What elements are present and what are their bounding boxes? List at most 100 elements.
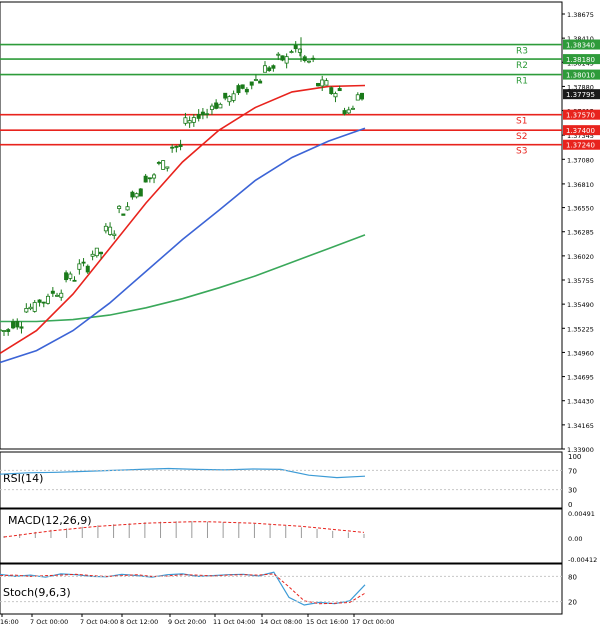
price-tick-label: 1.36285 bbox=[567, 229, 594, 237]
candle-body bbox=[320, 79, 325, 87]
macd-histogram bbox=[3, 521, 365, 539]
time-axis: 16:00 7 Oct 00:00 7 Oct 04:00 8 Oct 12:00 9 … bbox=[0, 614, 394, 626]
stoch-label: Stoch(9,6,3) bbox=[3, 586, 71, 599]
candle-body bbox=[350, 107, 355, 110]
time-tick-label: 7 Oct 04:00 bbox=[80, 618, 118, 626]
level-value-label: 1.38180 bbox=[566, 56, 595, 64]
candle-body bbox=[262, 65, 267, 73]
stoch-main-line bbox=[0, 571, 366, 606]
candle-body bbox=[24, 308, 29, 313]
price-tick-label: 1.37080 bbox=[567, 156, 594, 164]
candle-body bbox=[19, 326, 24, 329]
candle-body bbox=[81, 261, 86, 264]
level-name-s2: S2 bbox=[516, 132, 527, 142]
candle-body bbox=[289, 51, 294, 53]
candle-body bbox=[77, 263, 82, 270]
candle-body bbox=[15, 321, 20, 328]
candle-body bbox=[227, 96, 232, 103]
rsi-axis: 100 70 30 0 bbox=[0, 453, 581, 509]
level-value-label: 1.38340 bbox=[566, 42, 595, 50]
candle-body bbox=[103, 225, 108, 232]
candle-body bbox=[276, 53, 281, 56]
candle-body bbox=[293, 44, 298, 50]
moving-averages bbox=[0, 84, 366, 364]
candle-body bbox=[205, 113, 210, 116]
macd-tick-label: 0.00491 bbox=[568, 510, 595, 518]
price-tick-label: 1.36550 bbox=[567, 205, 594, 213]
candle-body bbox=[50, 290, 55, 294]
price-tick-label: 1.38410 bbox=[567, 35, 594, 43]
macd-tick-label: 0.00 bbox=[568, 535, 582, 543]
rsi-pane bbox=[0, 451, 563, 509]
level-value-box bbox=[563, 109, 600, 120]
candle-body bbox=[253, 79, 258, 81]
level-value-box bbox=[563, 54, 600, 65]
candle-body bbox=[355, 94, 360, 101]
price-tick-label: 1.38675 bbox=[567, 11, 594, 19]
candle-body bbox=[125, 206, 130, 211]
price-tick-label: 1.37880 bbox=[567, 83, 594, 91]
rsi-tick-label: 0 bbox=[568, 501, 572, 509]
candle-body bbox=[244, 88, 249, 93]
candle-body bbox=[156, 161, 161, 164]
level-value-label: 1.37570 bbox=[566, 112, 595, 120]
current-price-marker: 1.37795 bbox=[563, 89, 600, 100]
price-tick-label: 1.36020 bbox=[567, 253, 594, 261]
candle-body bbox=[258, 80, 263, 84]
candle-body bbox=[214, 102, 219, 109]
price-tick-label: 1.36810 bbox=[567, 181, 594, 189]
candle-body bbox=[346, 109, 351, 114]
candle-body bbox=[249, 81, 254, 86]
candle-body bbox=[178, 144, 183, 147]
rsi-tick-label: 100 bbox=[568, 453, 581, 461]
candle-body bbox=[200, 111, 205, 116]
stoch-pane bbox=[0, 563, 563, 615]
price-tick-label: 1.35490 bbox=[567, 301, 594, 309]
main-plot-frame bbox=[0, 1, 563, 450]
level-name-s1: S1 bbox=[516, 117, 527, 127]
candle-body bbox=[0, 329, 2, 332]
candles bbox=[0, 37, 364, 336]
level-value-label: 1.37240 bbox=[566, 142, 595, 150]
candle-body bbox=[196, 114, 201, 119]
level-value-box bbox=[563, 69, 600, 80]
macd-label: MACD(12,26,9) bbox=[8, 514, 92, 527]
candle-body bbox=[143, 175, 148, 183]
candle-body bbox=[223, 92, 228, 99]
candle-body bbox=[32, 302, 37, 312]
level-name-r2: R2 bbox=[516, 61, 528, 71]
candle-body bbox=[85, 265, 90, 273]
ema-mid-line bbox=[0, 127, 366, 364]
candle-body bbox=[45, 295, 50, 304]
ema-fast-line bbox=[0, 84, 366, 354]
price-tick-label: 1.37345 bbox=[567, 132, 594, 140]
time-tick-label: 7 Oct 00:00 bbox=[30, 618, 68, 626]
time-tick-label: 17 Oct 00:00 bbox=[352, 618, 394, 626]
time-tick-label: 9 Oct 20:00 bbox=[168, 618, 206, 626]
candle-body bbox=[37, 299, 42, 303]
candle-body bbox=[28, 306, 33, 310]
candle-body bbox=[152, 174, 157, 179]
candle-body bbox=[59, 292, 64, 298]
stoch-tick-label: 80 bbox=[568, 573, 577, 581]
candle-body bbox=[284, 56, 289, 64]
candle-body bbox=[55, 294, 60, 297]
candle-body bbox=[342, 110, 347, 115]
candle-body bbox=[138, 188, 143, 197]
time-tick-label: 14 Oct 08:00 bbox=[260, 618, 302, 626]
candle-body bbox=[170, 146, 175, 149]
level-name-s3: S3 bbox=[516, 147, 527, 157]
candle-body bbox=[72, 279, 77, 282]
price-tick-label: 1.34165 bbox=[567, 422, 594, 430]
candle-body bbox=[306, 60, 311, 63]
rsi-line bbox=[0, 467, 366, 479]
candle-body bbox=[64, 272, 69, 281]
macd-signal-line bbox=[3, 521, 365, 538]
candle-body bbox=[99, 251, 104, 255]
level-value-label: 1.38010 bbox=[566, 72, 595, 80]
support-resistance-levels: R3 1.38340 R2 1.38180 R1 1.38010 S1 1.37570 S2 1.… bbox=[0, 39, 600, 157]
candle-body bbox=[108, 226, 113, 235]
candle-body bbox=[147, 177, 152, 180]
level-name-r3: R3 bbox=[516, 47, 528, 57]
